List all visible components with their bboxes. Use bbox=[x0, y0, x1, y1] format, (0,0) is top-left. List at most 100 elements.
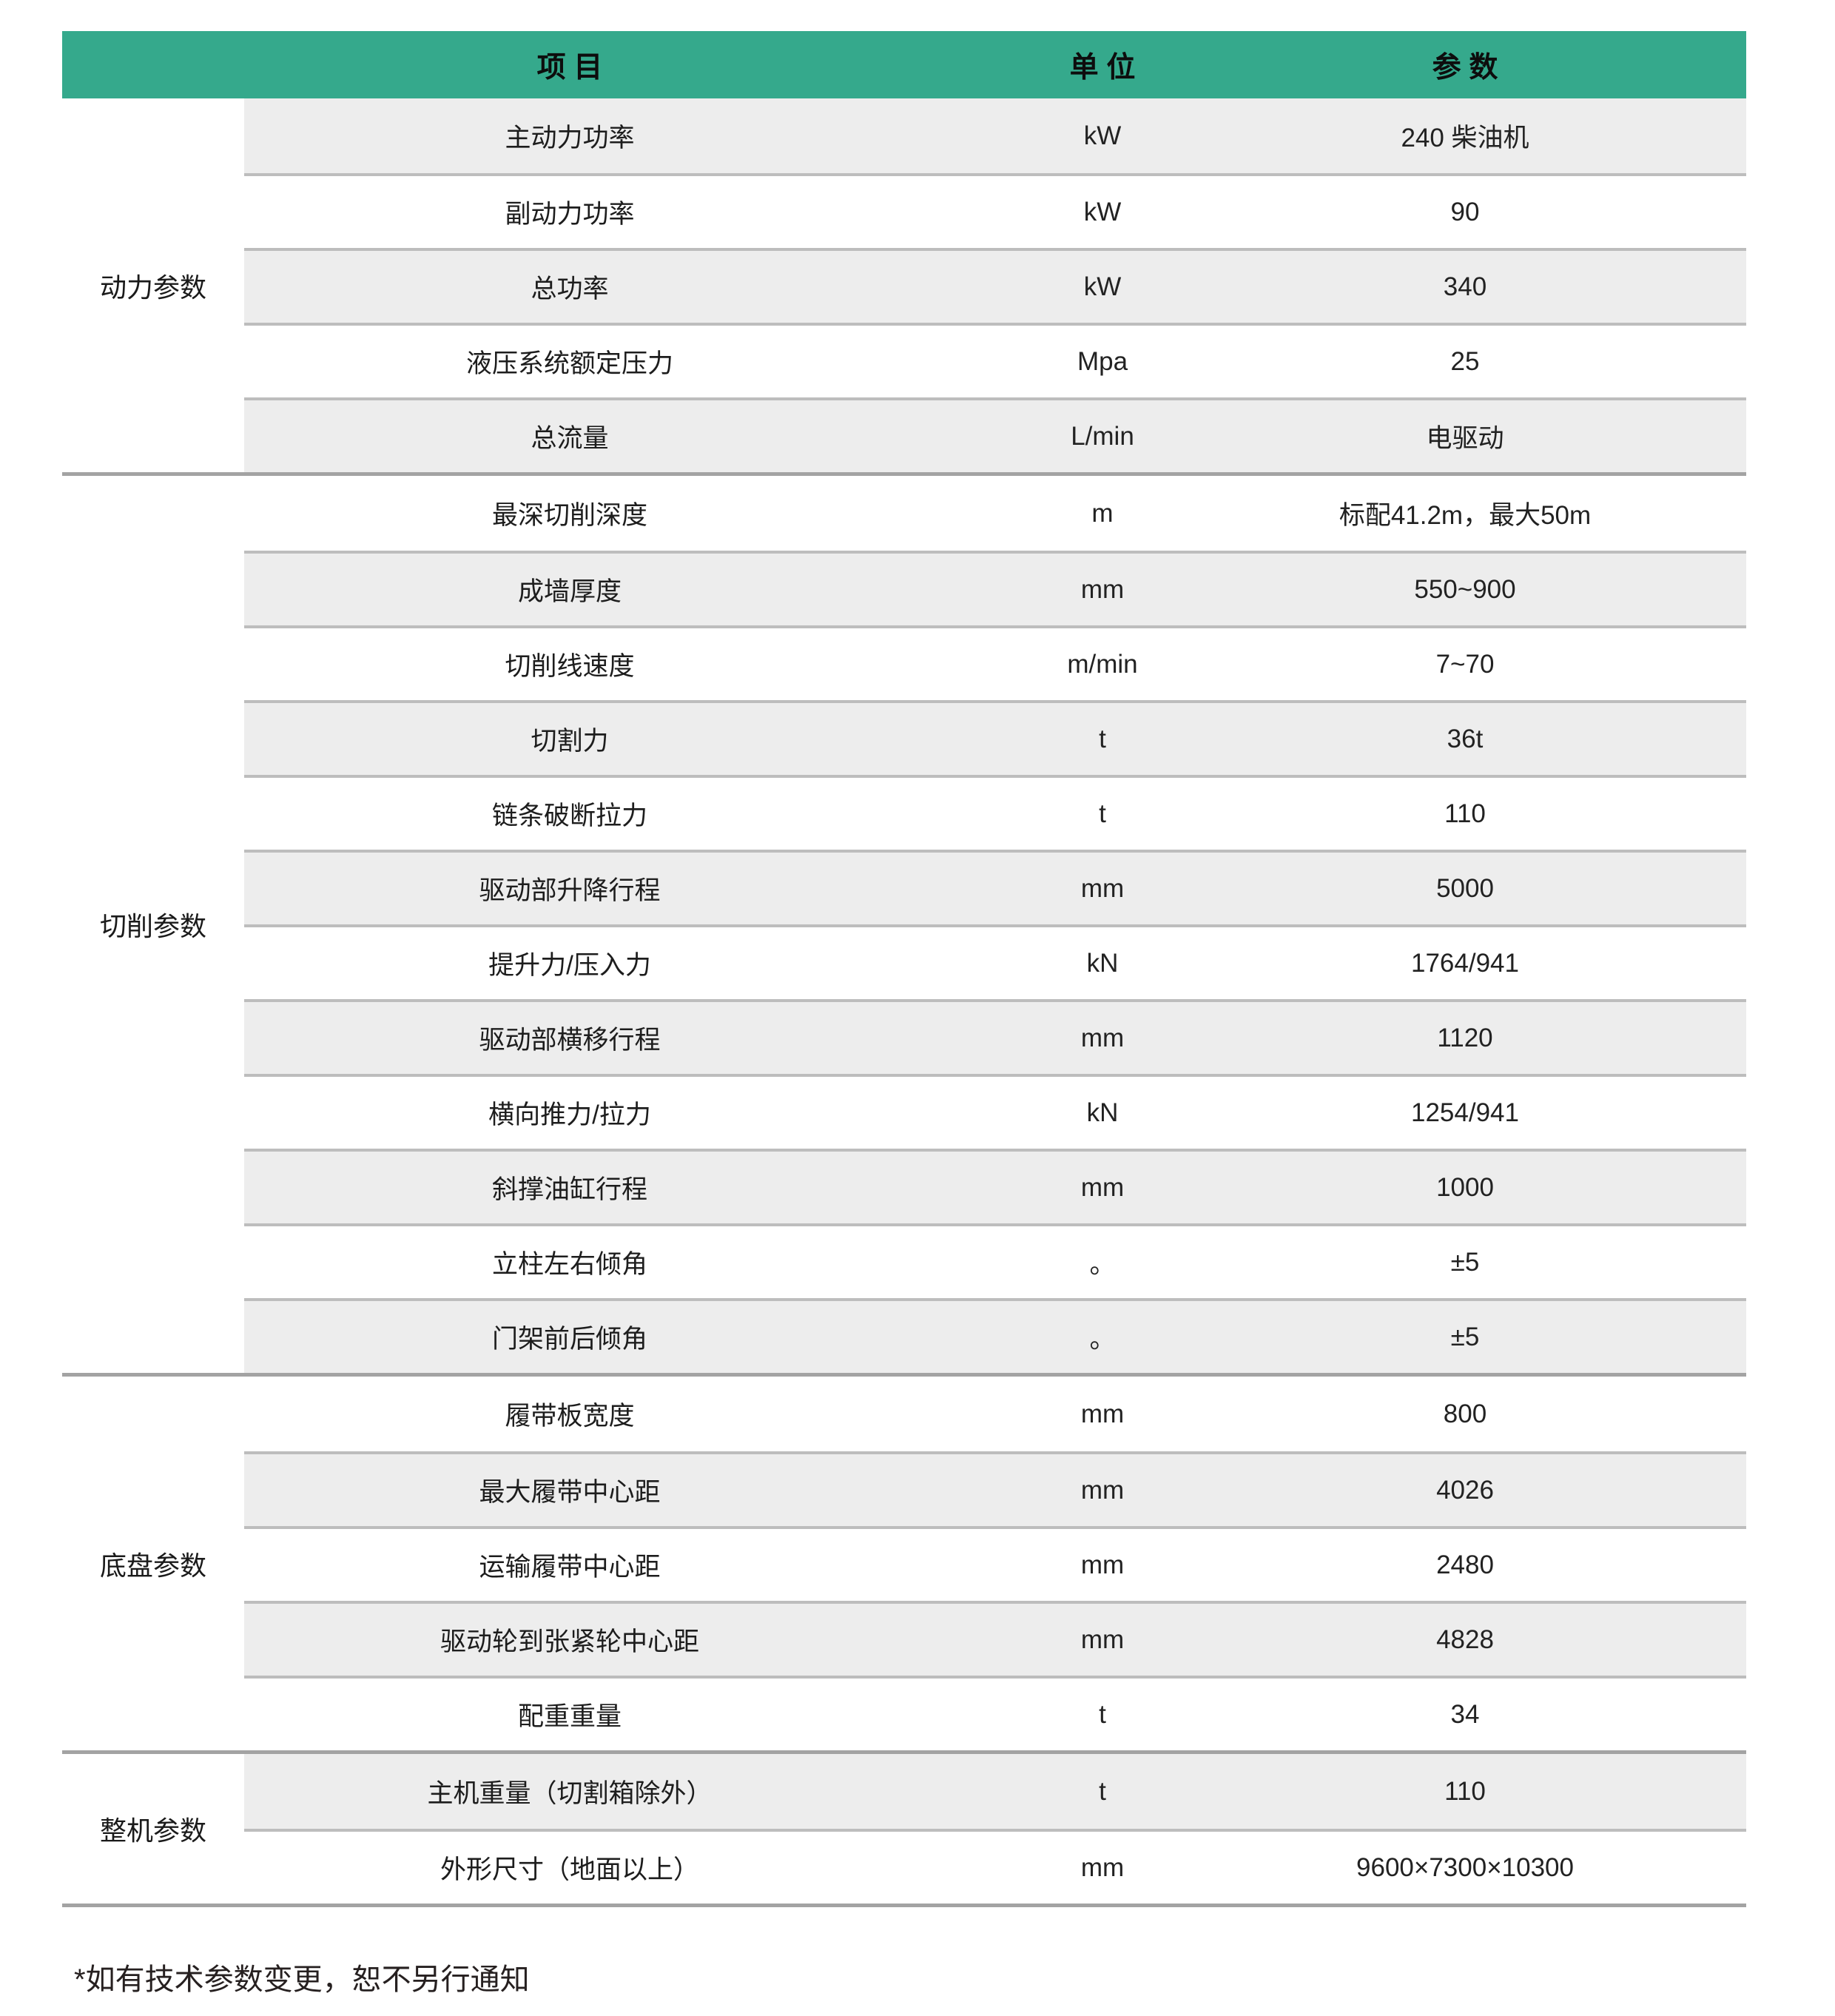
item-cell: 斜撑油缸行程 bbox=[491, 1175, 647, 1204]
category-label: 底盘参数 bbox=[62, 1377, 244, 1750]
category-label: 动力参数 bbox=[62, 98, 244, 472]
table-row: 履带板宽度 mm 800 bbox=[244, 1377, 1746, 1451]
table-row: 总流量 L/min 电驱动 bbox=[244, 397, 1746, 472]
table-row: 主动力功率 kW 240 柴油机 bbox=[244, 98, 1746, 173]
item-cell: 立柱左右倾角 bbox=[491, 1250, 647, 1279]
unit-cell: 。 bbox=[1089, 1325, 1116, 1354]
table-row: 主机重量（切割箱除外） t 110 bbox=[244, 1754, 1746, 1829]
item-cell: 横向推力/拉力 bbox=[488, 1101, 651, 1129]
item-cell: 最大履带中心距 bbox=[479, 1478, 661, 1507]
value-cell: 34 bbox=[1450, 1699, 1480, 1729]
rows-container: 最深切削深度 m 标配41.2m，最大50m 成墙厚度 mm 550~900 切削线速度 m/… bbox=[244, 476, 1746, 1373]
table-row: 配重重量 t 34 bbox=[244, 1676, 1746, 1750]
table-row: 液压系统额定压力 Mpa 25 bbox=[244, 323, 1746, 397]
unit-cell: kN bbox=[1086, 1098, 1119, 1127]
unit-cell: kW bbox=[1083, 197, 1122, 226]
value-cell: 标配41.2m，最大50m bbox=[1339, 501, 1592, 530]
value-cell: 90 bbox=[1450, 197, 1480, 226]
table-row: 成墙厚度 mm 550~900 bbox=[244, 551, 1746, 625]
unit-cell: t bbox=[1099, 1776, 1106, 1806]
table-row: 总功率 kW 340 bbox=[244, 248, 1746, 323]
section: 动力参数 主动力功率 kW 240 柴油机副动力功率 kW 90 总功率 kW 340 液压系统额… bbox=[62, 98, 1746, 472]
section: 整机参数 主机重量（切割箱除外） t 110 外形尺寸（地面以上） mm 9600×7300… bbox=[62, 1750, 1746, 1904]
value-cell: 1120 bbox=[1437, 1023, 1493, 1052]
table-row: 立柱左右倾角 。 ±5 bbox=[244, 1223, 1746, 1298]
value-cell: 550~900 bbox=[1414, 574, 1516, 604]
value-cell: ±5 bbox=[1450, 1247, 1480, 1277]
table-row: 最深切削深度 m 标配41.2m，最大50m bbox=[244, 476, 1746, 551]
value-cell: 36t bbox=[1447, 724, 1484, 753]
section: 切削参数 最深切削深度 m 标配41.2m，最大50m 成墙厚度 mm 550~900 切削线… bbox=[62, 472, 1746, 1373]
value-cell: 5000 bbox=[1436, 873, 1494, 903]
value-cell: 4026 bbox=[1436, 1475, 1494, 1505]
table-row: 提升力/压入力 kN 1764/941 bbox=[244, 924, 1746, 999]
value-cell: 25 bbox=[1450, 346, 1480, 376]
value-cell: 1764/941 bbox=[1411, 948, 1519, 978]
value-cell: 1000 bbox=[1436, 1172, 1494, 1202]
value-cell: 340 bbox=[1443, 272, 1487, 301]
value-cell: ±5 bbox=[1450, 1322, 1480, 1351]
unit-cell: 。 bbox=[1089, 1250, 1116, 1279]
item-cell: 驱动轮到张紧轮中心距 bbox=[440, 1627, 699, 1656]
item-cell: 运输履带中心距 bbox=[479, 1553, 661, 1582]
unit-cell: m/min bbox=[1067, 649, 1138, 679]
rows-container: 主机重量（切割箱除外） t 110 外形尺寸（地面以上） mm 9600×7300×103… bbox=[244, 1754, 1746, 1904]
table-row: 切割力 t 36t bbox=[244, 700, 1746, 775]
table-row: 链条破断拉力 t 110 bbox=[244, 775, 1746, 850]
value-cell: 9600×7300×10300 bbox=[1356, 1852, 1574, 1882]
value-cell: 110 bbox=[1444, 1776, 1486, 1806]
item-cell: 副动力功率 bbox=[505, 200, 635, 229]
item-cell: 提升力/压入力 bbox=[488, 951, 651, 980]
footnote: *如有技术参数变更，恕不另行通知 bbox=[74, 1963, 530, 1996]
item-cell: 配重重量 bbox=[517, 1702, 622, 1731]
unit-cell: mm bbox=[1080, 574, 1125, 604]
value-cell: 电驱动 bbox=[1426, 424, 1504, 453]
table-row: 外形尺寸（地面以上） mm 9600×7300×10300 bbox=[244, 1829, 1746, 1904]
header-item-label: 项 目 bbox=[536, 51, 603, 84]
unit-cell: kN bbox=[1086, 948, 1119, 978]
item-cell: 成墙厚度 bbox=[517, 577, 622, 606]
value-cell: 240 柴油机 bbox=[1401, 124, 1529, 152]
unit-cell: Mpa bbox=[1077, 346, 1128, 376]
item-cell: 履带板宽度 bbox=[505, 1402, 635, 1431]
item-cell: 液压系统额定压力 bbox=[465, 349, 673, 378]
item-cell: 主机重量（切割箱除外） bbox=[427, 1779, 713, 1808]
item-cell: 驱动部升降行程 bbox=[479, 876, 661, 905]
unit-cell: mm bbox=[1080, 1399, 1125, 1428]
value-cell: 1254/941 bbox=[1411, 1098, 1519, 1127]
header-unit-label: 单 位 bbox=[1069, 51, 1136, 84]
item-cell: 驱动部横移行程 bbox=[479, 1026, 661, 1055]
unit-cell: mm bbox=[1080, 1550, 1125, 1579]
category-label: 切削参数 bbox=[62, 476, 244, 1373]
unit-cell: t bbox=[1099, 1699, 1106, 1729]
unit-cell: t bbox=[1099, 724, 1106, 753]
table-row: 横向推力/拉力 kN 1254/941 bbox=[244, 1074, 1746, 1149]
rows-container: 主动力功率 kW 240 柴油机副动力功率 kW 90 总功率 kW 340 液压系统额定压力 M… bbox=[244, 98, 1746, 472]
unit-cell: L/min bbox=[1071, 421, 1134, 451]
table-row: 运输履带中心距 mm 2480 bbox=[244, 1526, 1746, 1601]
header-param-label: 参 数 bbox=[1432, 51, 1498, 84]
table-row: 驱动部升降行程 mm 5000 bbox=[244, 850, 1746, 924]
unit-cell: m bbox=[1091, 498, 1114, 528]
item-cell: 总功率 bbox=[531, 275, 609, 303]
table-row: 最大履带中心距 mm 4026 bbox=[244, 1451, 1746, 1526]
unit-cell: kW bbox=[1083, 272, 1122, 301]
item-cell: 链条破断拉力 bbox=[491, 802, 647, 830]
item-cell: 门架前后倾角 bbox=[491, 1325, 647, 1354]
section: 底盘参数 履带板宽度 mm 800 最大履带中心距 mm 4026 运输履带中心距 mm 2480… bbox=[62, 1373, 1746, 1750]
table-row: 斜撑油缸行程 mm 1000 bbox=[244, 1149, 1746, 1223]
item-cell: 外形尺寸（地面以上） bbox=[440, 1855, 699, 1884]
unit-cell: mm bbox=[1080, 1475, 1125, 1505]
table-row: 切削线速度 m/min 7~70 bbox=[244, 625, 1746, 700]
unit-cell: mm bbox=[1080, 873, 1125, 903]
unit-cell: mm bbox=[1080, 1023, 1125, 1052]
table-header-row: 项 目 单 位 参 数 bbox=[62, 31, 1746, 98]
unit-cell: kW bbox=[1083, 121, 1122, 150]
item-cell: 最深切削深度 bbox=[491, 501, 647, 530]
item-cell: 主动力功率 bbox=[505, 124, 635, 152]
value-cell: 2480 bbox=[1436, 1550, 1494, 1579]
spec-table: 项 目 单 位 参 数 动力参数 主动力功率 kW 240 柴油机副动力功率 kW 90 总… bbox=[62, 31, 1746, 1907]
value-cell: 7~70 bbox=[1435, 649, 1495, 679]
item-cell: 切割力 bbox=[531, 727, 609, 756]
